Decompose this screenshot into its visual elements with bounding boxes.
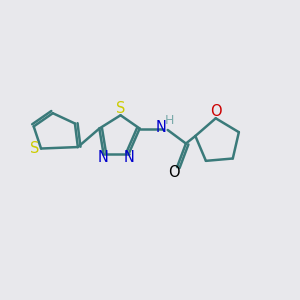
Text: N: N [98,150,108,165]
Text: H: H [165,114,174,127]
Text: S: S [116,101,125,116]
Text: N: N [155,120,166,135]
Text: O: O [168,166,179,181]
Text: S: S [30,141,39,156]
Text: O: O [211,104,222,119]
Text: N: N [124,150,135,165]
